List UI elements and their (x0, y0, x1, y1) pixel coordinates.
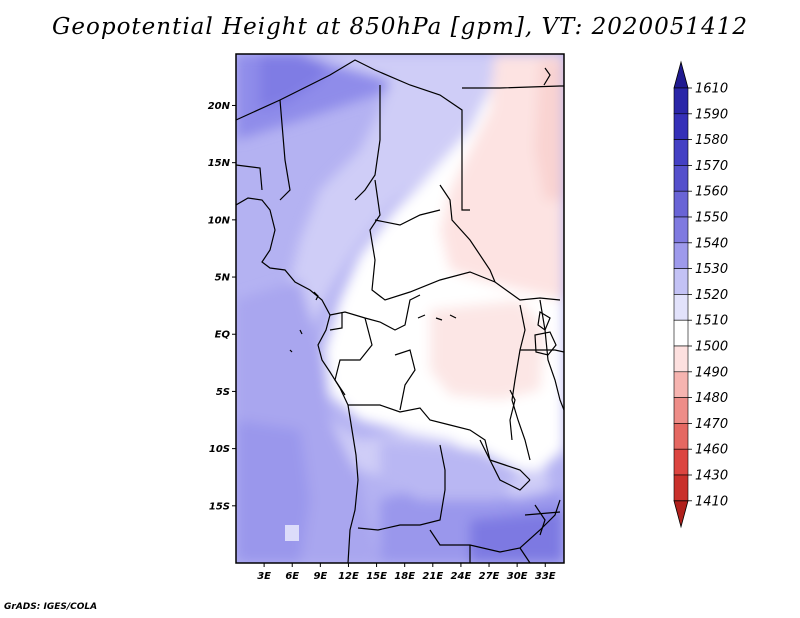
colorbar-box (673, 474, 689, 502)
colorbar-label: 1610 (695, 82, 728, 97)
colorbar-label: 1560 (695, 185, 728, 200)
lon-label: 3E (257, 571, 271, 582)
colorbar-box (673, 242, 689, 269)
colorbar-label: 1570 (695, 159, 728, 174)
lat-label: 10S (209, 444, 230, 455)
colorbar-box (673, 319, 689, 347)
grads-credit: GrADS: IGES/COLA (4, 602, 98, 612)
colorbar-box (673, 87, 689, 115)
colorbar-label: 1410 (695, 494, 728, 509)
colorbar-box (673, 423, 689, 450)
lon-label: 9E (313, 571, 327, 582)
colorbar-box (673, 139, 689, 166)
lat-label: 10N (208, 215, 231, 226)
borders (236, 59, 564, 563)
colorbar-box (673, 448, 689, 476)
lon-label: 15E (366, 571, 387, 582)
lat-label: EQ (215, 330, 231, 341)
colorbar-box (673, 190, 689, 218)
lon-label: 24E (451, 571, 472, 582)
colorbar-label: 1530 (695, 262, 728, 277)
lon-label: 33E (535, 571, 556, 582)
colorbar-label: 1510 (695, 314, 728, 329)
lat-label: 5S (216, 387, 230, 398)
colorbar-label: 1550 (695, 211, 728, 226)
lat-label: 15N (208, 158, 231, 169)
map-title: Geopotential Height at 850hPa [gpm], VT:… (52, 14, 748, 40)
lon-label: 6E (285, 571, 299, 582)
lon-label: 18E (394, 571, 415, 582)
colorbar-label: 1520 (695, 288, 728, 303)
lon-label: 27E (479, 571, 500, 582)
lat-label: 15S (209, 501, 230, 512)
lat-label: 5N (215, 273, 231, 284)
colorbar-label: 1470 (695, 417, 728, 432)
colorbar-box (673, 268, 689, 295)
latitude-axis: 20N 15N 10N 5N EQ 5S 10S 15S (208, 101, 236, 512)
colorbar-label: 1500 (695, 340, 728, 355)
colorbar-label: 1490 (695, 365, 728, 380)
colorbar-bottom-arrow (673, 500, 689, 529)
lon-label: 12E (338, 571, 359, 582)
height-field (236, 54, 564, 563)
colorbar-box (673, 345, 689, 373)
colorbar-box (673, 113, 689, 140)
longitude-axis: 3E 6E 9E 12E 15E 18E 21E 24E 27E 30E 33E (257, 563, 556, 582)
colorbar: 1610 1590 1580 1570 1560 1550 1540 1530 1520 1510… (673, 60, 728, 529)
colorbar-box (673, 165, 689, 192)
colorbar-label: 1460 (695, 443, 728, 458)
lat-label: 20N (208, 101, 231, 112)
colorbar-label: 1540 (695, 236, 728, 251)
colorbar-label: 1590 (695, 107, 728, 122)
colorbar-box (673, 397, 689, 424)
lon-label: 30E (507, 571, 528, 582)
colorbar-box (673, 371, 689, 398)
colorbar-box (673, 216, 689, 244)
colorbar-box (673, 294, 689, 321)
colorbar-label: 1580 (695, 133, 728, 148)
colorbar-label: 1480 (695, 391, 728, 406)
colorbar-label: 1430 (695, 469, 728, 484)
colorbar-top-arrow (673, 60, 689, 89)
map-frame (235, 53, 565, 564)
lon-label: 21E (422, 571, 443, 582)
